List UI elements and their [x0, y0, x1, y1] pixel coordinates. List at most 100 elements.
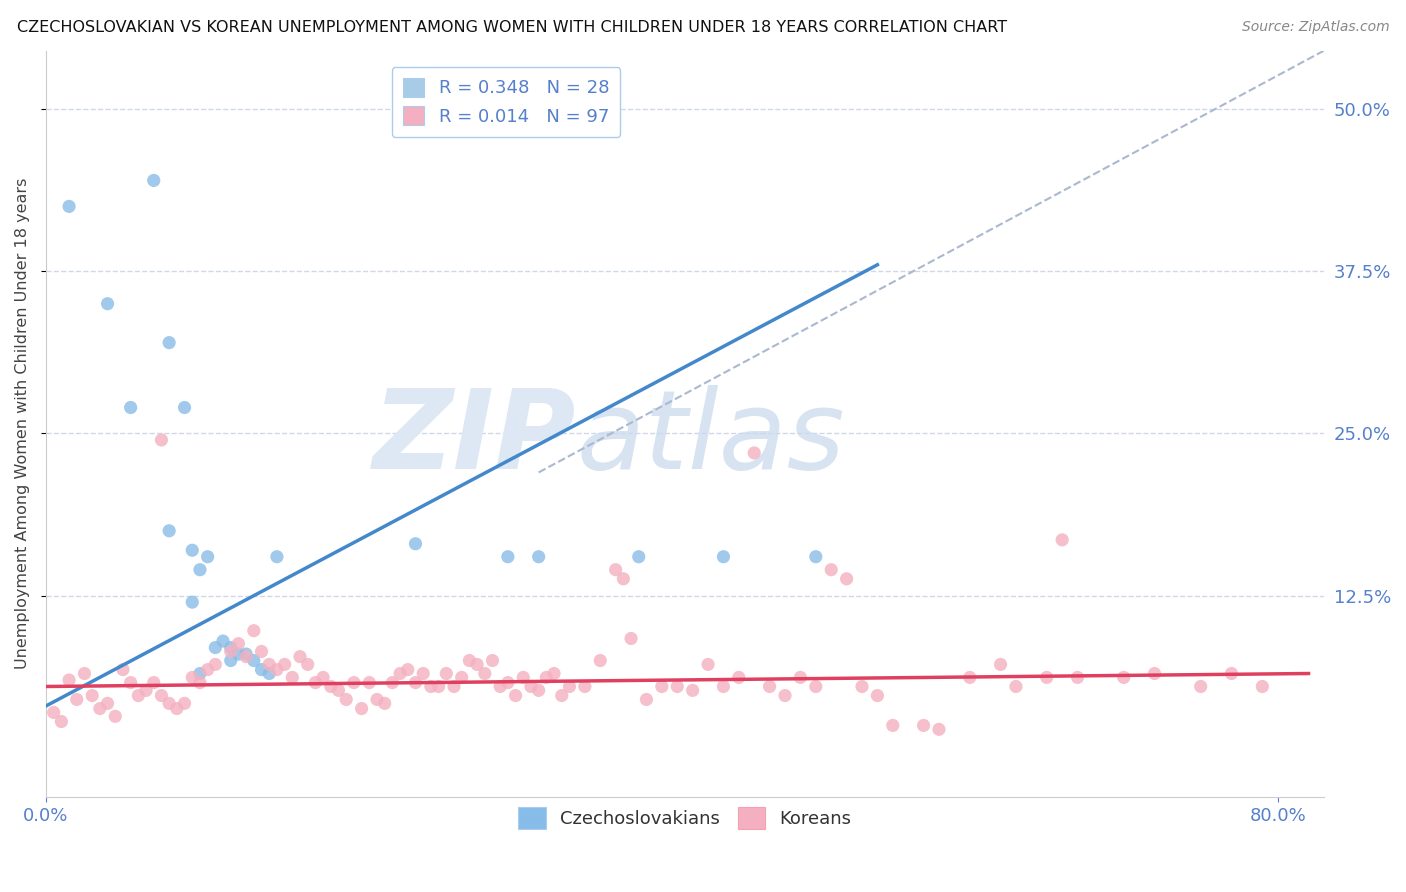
Point: [1112, 670, 1135, 684]
Point: [727, 670, 749, 684]
Point: [257, 657, 280, 672]
Point: [512, 670, 534, 684]
Point: [427, 680, 450, 694]
Point: [882, 718, 904, 732]
Point: [536, 670, 558, 684]
Point: [250, 644, 273, 658]
Point: [111, 663, 134, 677]
Text: atlas: atlas: [576, 385, 845, 492]
Point: [389, 666, 412, 681]
Point: [228, 647, 250, 661]
Point: [1220, 666, 1243, 681]
Text: CZECHOSLOVAKIAN VS KOREAN UNEMPLOYMENT AMONG WOMEN WITH CHILDREN UNDER 18 YEARS : CZECHOSLOVAKIAN VS KOREAN UNEMPLOYMENT A…: [17, 20, 1007, 35]
Point: [157, 335, 180, 350]
Point: [235, 649, 257, 664]
Point: [188, 675, 211, 690]
Point: [1035, 670, 1057, 684]
Point: [157, 697, 180, 711]
Point: [682, 683, 704, 698]
Point: [443, 680, 465, 694]
Point: [835, 572, 858, 586]
Point: [197, 663, 219, 677]
Point: [527, 549, 550, 564]
Point: [257, 666, 280, 681]
Point: [359, 675, 381, 690]
Point: [127, 689, 149, 703]
Point: [543, 666, 565, 681]
Point: [496, 549, 519, 564]
Point: [297, 657, 319, 672]
Point: [627, 549, 650, 564]
Point: [651, 680, 673, 694]
Point: [1189, 680, 1212, 694]
Point: [350, 701, 373, 715]
Point: [42, 706, 65, 720]
Point: [558, 680, 581, 694]
Point: [742, 446, 765, 460]
Point: [866, 689, 889, 703]
Point: [419, 680, 441, 694]
Point: [250, 663, 273, 677]
Point: [374, 697, 396, 711]
Point: [928, 723, 950, 737]
Point: [197, 549, 219, 564]
Point: [589, 654, 612, 668]
Point: [481, 654, 503, 668]
Point: [434, 666, 457, 681]
Point: [104, 709, 127, 723]
Point: [266, 663, 288, 677]
Point: [1005, 680, 1028, 694]
Point: [219, 644, 242, 658]
Point: [697, 657, 720, 672]
Point: [120, 675, 142, 690]
Point: [181, 670, 204, 684]
Point: [328, 683, 350, 698]
Point: [51, 714, 73, 729]
Point: [66, 692, 89, 706]
Point: [281, 670, 304, 684]
Point: [412, 666, 434, 681]
Point: [405, 537, 427, 551]
Point: [851, 680, 873, 694]
Point: [520, 680, 543, 694]
Point: [181, 595, 204, 609]
Point: [150, 689, 173, 703]
Point: [219, 654, 242, 668]
Y-axis label: Unemployment Among Women with Children Under 18 years: Unemployment Among Women with Children U…: [15, 178, 30, 669]
Point: [212, 634, 235, 648]
Point: [73, 666, 96, 681]
Point: [758, 680, 780, 694]
Point: [266, 549, 288, 564]
Point: [773, 689, 796, 703]
Point: [142, 675, 165, 690]
Point: [173, 697, 195, 711]
Point: [381, 675, 404, 690]
Point: [505, 689, 527, 703]
Point: [789, 670, 811, 684]
Point: [228, 637, 250, 651]
Point: [1143, 666, 1166, 681]
Point: [335, 692, 357, 706]
Point: [181, 543, 204, 558]
Point: [396, 663, 419, 677]
Point: [188, 666, 211, 681]
Point: [804, 680, 827, 694]
Point: [157, 524, 180, 538]
Point: [636, 692, 658, 706]
Point: [959, 670, 981, 684]
Point: [620, 632, 643, 646]
Point: [713, 549, 735, 564]
Point: [804, 549, 827, 564]
Point: [97, 697, 120, 711]
Point: [135, 683, 157, 698]
Point: [474, 666, 496, 681]
Point: [458, 654, 481, 668]
Text: ZIP: ZIP: [373, 385, 576, 492]
Point: [1251, 680, 1274, 694]
Point: [273, 657, 295, 672]
Point: [288, 649, 311, 664]
Point: [489, 680, 512, 694]
Point: [166, 701, 188, 715]
Point: [58, 673, 80, 687]
Point: [912, 718, 935, 732]
